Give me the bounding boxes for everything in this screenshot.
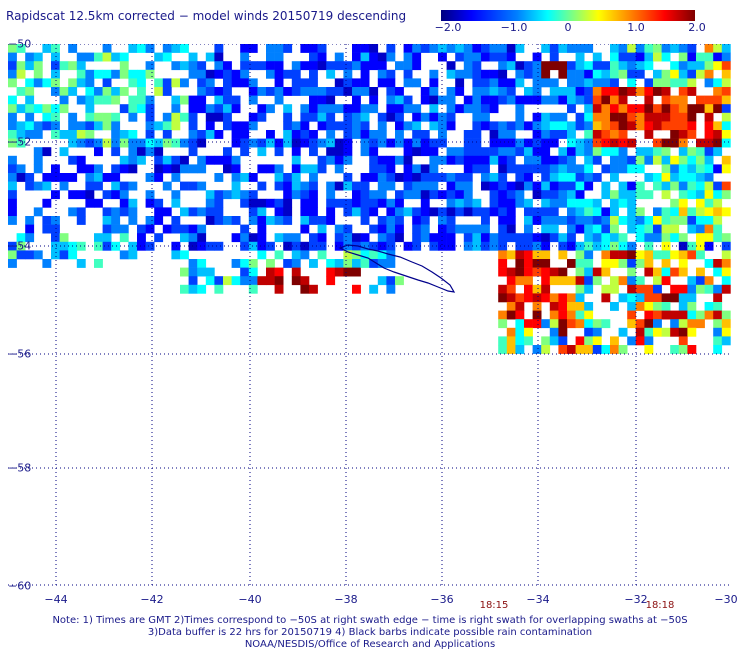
colorbar-tick-label: −2.0 (434, 21, 462, 34)
colorbar-tick-label: 2.0 (688, 21, 706, 34)
map-plot (8, 44, 738, 589)
longitude-label: −42 (140, 593, 164, 606)
latitude-label: −58 (8, 461, 32, 475)
chart-title: Rapidscat 12.5km corrected − model winds… (6, 9, 407, 23)
longitude-label: −36 (430, 593, 454, 606)
note-line-2: 3)Data buffer is 22 hrs for 20150719 4) … (147, 627, 593, 638)
longitude-label: −32 (624, 593, 648, 606)
latitude-label: −50 (8, 37, 32, 51)
latitude-label: −56 (8, 347, 32, 361)
colorbar (441, 10, 695, 21)
south-georgia-coastline (338, 244, 456, 293)
lat-lon-grid (8, 44, 730, 586)
longitude-label: −34 (526, 593, 550, 606)
wind-difference-cells (8, 44, 731, 354)
swath-time-label: 18:18 (645, 600, 675, 611)
longitude-label: −30 (714, 593, 738, 606)
longitude-label: −40 (238, 593, 262, 606)
latitude-label: −52 (8, 135, 32, 149)
note-line-3: NOAA/NESDIS/Office of Research and Appli… (244, 639, 496, 650)
latitude-label: −54 (8, 239, 32, 253)
colorbar-tick-label: −1.0 (500, 21, 528, 34)
colorbar-tick-label: 1.0 (627, 21, 645, 34)
latitude-label: −60 (8, 579, 32, 593)
swath-time-label: 18:15 (479, 600, 509, 611)
longitude-label: −38 (334, 593, 358, 606)
colorbar-tick-label: 0 (564, 21, 572, 34)
longitude-label: −44 (44, 593, 68, 606)
note-line-1: Note: 1) Times are GMT 2)Times correspon… (52, 615, 688, 626)
